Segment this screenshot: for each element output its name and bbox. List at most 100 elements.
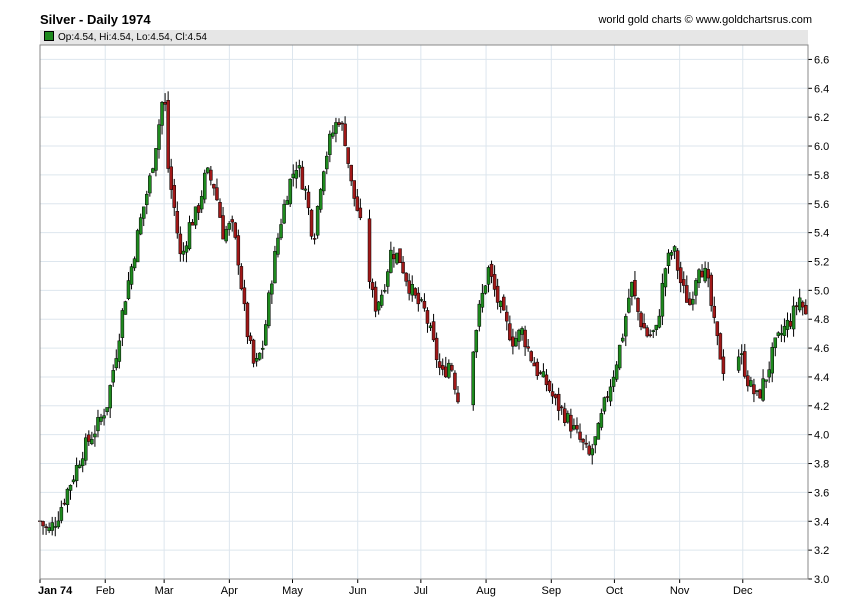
candle-up	[630, 281, 634, 297]
candle-down	[373, 286, 378, 312]
candle-down	[340, 122, 344, 125]
candle-up	[193, 206, 198, 226]
candle-up	[47, 527, 51, 531]
candle-down	[547, 380, 552, 392]
candle-up	[68, 484, 73, 491]
candles	[38, 91, 808, 537]
y-tick-label: 5.4	[814, 228, 829, 240]
candle-up	[703, 267, 707, 282]
candle-down	[416, 292, 421, 305]
candle-down	[239, 266, 244, 290]
candle-up	[376, 301, 381, 311]
candle-up	[627, 297, 631, 313]
candle-down	[196, 205, 201, 213]
candle-up	[596, 423, 601, 440]
candle-down	[398, 248, 402, 264]
candle-up	[260, 347, 265, 350]
candle-up	[126, 280, 131, 299]
y-tick-label: 6.0	[814, 141, 829, 153]
y-tick-label: 6.2	[814, 112, 829, 124]
candle-up	[590, 448, 594, 456]
candle-up	[93, 433, 97, 438]
candle-up	[90, 439, 94, 445]
candle-up	[145, 193, 149, 206]
candle-down	[794, 305, 799, 308]
candle-up	[288, 178, 292, 205]
candle-down	[721, 356, 726, 374]
candle-down	[559, 406, 564, 409]
candle-up	[334, 122, 338, 134]
candle-up	[279, 224, 283, 239]
candle-up	[328, 133, 332, 155]
y-tick-label: 4.4	[814, 372, 829, 384]
candle-down	[41, 521, 45, 527]
candle-down	[456, 392, 460, 403]
candle-up	[593, 436, 598, 446]
candle-down	[163, 102, 167, 105]
candle-up	[160, 101, 164, 126]
candle-down	[581, 438, 585, 443]
x-tick-label: Sep	[542, 585, 562, 597]
candle-up	[273, 251, 277, 284]
candle-down	[746, 375, 750, 387]
y-tick-label: 3.2	[814, 545, 829, 557]
candle-down	[346, 147, 350, 164]
candle-up	[498, 300, 503, 307]
candle-down	[230, 219, 234, 223]
candle-up	[694, 280, 698, 296]
candle-down	[511, 336, 515, 347]
candle-down	[309, 209, 314, 237]
candle-down	[639, 312, 643, 328]
candle-down	[404, 272, 408, 282]
candle-down	[337, 122, 341, 125]
candle-up	[141, 206, 146, 219]
candle-up	[267, 292, 271, 327]
candle-down	[300, 166, 305, 190]
x-tick-label: Nov	[670, 585, 690, 597]
candle-down	[700, 270, 704, 278]
candle-down	[569, 414, 573, 432]
candle-up	[59, 507, 64, 521]
candle-up	[80, 458, 85, 466]
candle-up	[96, 417, 100, 432]
candle-down	[444, 366, 448, 378]
candle-up	[767, 369, 771, 378]
candle-up	[797, 297, 802, 311]
x-tick-label: Aug	[476, 585, 496, 597]
candle-up	[53, 526, 58, 528]
candle-down	[236, 235, 241, 266]
y-tick-label: 4.8	[814, 314, 829, 326]
candle-down	[437, 361, 442, 368]
candle-down	[172, 185, 176, 208]
candle-up	[148, 175, 152, 194]
candle-up	[697, 269, 701, 284]
candle-down	[209, 169, 213, 181]
candle-up	[138, 217, 143, 235]
y-tick-label: 4.2	[814, 401, 829, 413]
candle-up	[599, 413, 604, 428]
y-tick-label: 4.0	[814, 430, 829, 442]
candle-up	[123, 301, 128, 315]
candle-up	[410, 284, 414, 296]
candle-down	[556, 393, 561, 411]
candle-down	[233, 222, 238, 238]
y-tick-label: 6.6	[814, 54, 829, 66]
candle-up	[791, 305, 796, 330]
candle-down	[215, 187, 219, 201]
y-tick-label: 6.4	[814, 83, 829, 95]
candle-down	[166, 100, 170, 169]
candle-up	[672, 246, 677, 252]
candle-up	[657, 315, 662, 328]
candle-up	[294, 170, 299, 179]
candle-up	[77, 464, 82, 468]
y-tick-label: 5.2	[814, 256, 829, 268]
candle-down	[800, 301, 805, 308]
candle-up	[276, 237, 280, 255]
candle-down	[218, 202, 222, 218]
candle-down	[248, 335, 253, 341]
candle-up	[764, 379, 768, 382]
candle-up	[264, 324, 268, 346]
candle-down	[715, 321, 720, 336]
candle-down	[175, 211, 180, 234]
candle-down	[706, 269, 710, 279]
